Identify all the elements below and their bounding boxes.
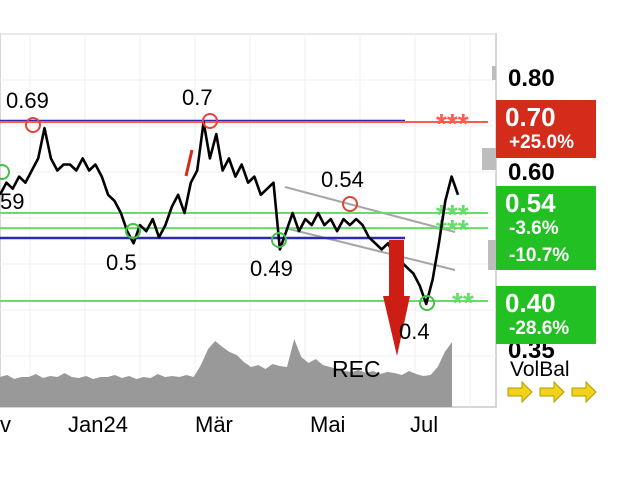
- rec-arrow-shaft: [389, 240, 404, 298]
- badge-0-bg: [496, 100, 596, 158]
- badge-1-bg: [496, 186, 596, 270]
- volume-area-path: [0, 339, 452, 407]
- pivot-high-0: [25, 117, 41, 133]
- channel-lower: [284, 227, 456, 271]
- price-line: [0, 120, 460, 306]
- label-0.69: 0.69: [6, 88, 49, 113]
- right-edge-marks: [482, 66, 496, 270]
- y-tick-0.60: 0.60: [508, 159, 555, 186]
- pivot-high-2: [342, 196, 358, 212]
- edge-mark-2: [488, 240, 496, 270]
- label-59: 59: [0, 189, 24, 214]
- plot-frame: [0, 33, 497, 408]
- channel-upper: [284, 186, 456, 233]
- badge-0-pct-0: +25.0%: [509, 132, 574, 153]
- volbal-arrows: [507, 380, 597, 404]
- x-axis-ticks: v Jan24 Mär Mai Jul: [0, 412, 438, 437]
- volbal-arrow-1: [539, 380, 565, 404]
- badge-2-pct-0: -28.6%: [509, 318, 569, 339]
- pivot-low-0: [125, 223, 141, 239]
- label-0.54: 0.54: [321, 167, 364, 192]
- pivot-low-1: [271, 232, 287, 248]
- x-tick-jan24: Jan24: [68, 412, 128, 437]
- badge-0-value: 0.70: [505, 102, 556, 132]
- badge-2-bg: [496, 286, 596, 344]
- badge-2-value: 0.40: [505, 288, 556, 318]
- price-accent: [184, 149, 194, 177]
- y-axis-ticks: 0.80 0.60 0.35: [508, 65, 555, 364]
- volbal-label: VolBal: [510, 358, 570, 381]
- pivot-low-2: [419, 295, 435, 311]
- rec-arrow: [383, 240, 410, 356]
- label-0.40: 0.4: [399, 319, 430, 344]
- edge-mark-0: [492, 66, 496, 80]
- badge-1-pct-1: -10.7%: [509, 245, 569, 266]
- volbal-arrow-2: [571, 380, 597, 404]
- edge-mark-1: [482, 148, 496, 170]
- x-tick-mai: Mai: [310, 412, 345, 437]
- label-0.50: 0.5: [106, 250, 137, 275]
- label-0.49: 0.49: [250, 256, 293, 281]
- x-tick-maer: Mär: [195, 412, 233, 437]
- volbal-indicator: VolBal: [507, 358, 597, 404]
- x-tick-v: v: [0, 412, 11, 437]
- badge-1-value: 0.54: [505, 188, 556, 218]
- pivot-markers: [0, 113, 435, 311]
- pivot-low-3: [0, 164, 10, 180]
- label-0.70: 0.7: [182, 85, 213, 110]
- y-tick-0.80: 0.80: [508, 65, 555, 92]
- rec-arrow-head: [383, 296, 410, 356]
- price-series: [0, 120, 460, 306]
- rec-label: REC: [332, 356, 381, 382]
- volbal-arrow-0: [507, 380, 533, 404]
- annotation-labels: 0.69 0.7 0.54 0.5 0.49 0.4 59 REC: [0, 85, 430, 382]
- level-stars-0: ***: [436, 108, 469, 139]
- badge-1-pct-0: -3.6%: [509, 218, 559, 239]
- x-tick-jul: Jul: [410, 412, 438, 437]
- level-stars-3: **: [452, 287, 474, 318]
- volume-area: [0, 339, 452, 407]
- pivot-high-1: [202, 113, 218, 129]
- price-badges: 0.70+25.0% 0.54-3.6% -10.7% 0.40-28.6%: [496, 100, 596, 344]
